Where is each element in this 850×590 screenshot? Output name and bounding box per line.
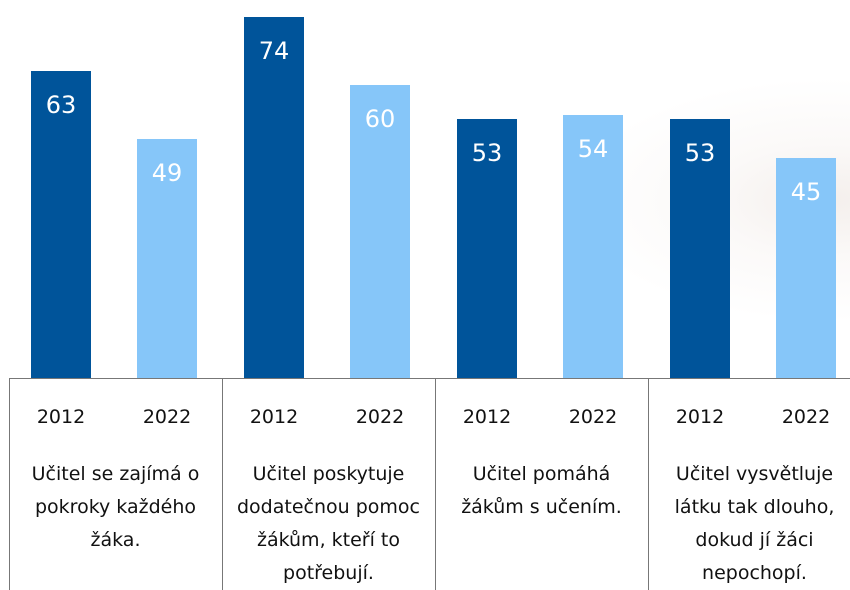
category-label: Učitel vysvětluje látku tak dlouho, doku… <box>674 463 835 584</box>
x-tick-label: 2012 <box>36 406 86 428</box>
category-label: Učitel poskytuje dodatečnou pomoc žákům,… <box>237 463 420 584</box>
x-tick-label: 2012 <box>249 406 299 428</box>
value-label: 54 <box>577 134 609 163</box>
x-tick-label: 2022 <box>142 406 192 428</box>
bar <box>350 85 410 378</box>
x-tick-label: 2012 <box>462 406 512 428</box>
bar <box>31 70 91 378</box>
bar <box>244 17 304 378</box>
category-label: Učitel se zajímá o pokroky každého žáka. <box>31 463 200 551</box>
bar <box>457 119 517 378</box>
value-label: 49 <box>151 158 183 187</box>
value-label: 74 <box>258 37 290 65</box>
value-label: 60 <box>364 105 396 134</box>
bar <box>670 119 730 378</box>
x-tick-label: 2022 <box>568 406 618 428</box>
value-label: 53 <box>471 139 503 168</box>
x-tick-label: 2022 <box>355 406 405 428</box>
value-label: 63 <box>45 90 77 119</box>
group-divider <box>435 378 436 590</box>
baseline <box>9 378 850 379</box>
group-divider <box>9 378 10 590</box>
bar <box>137 138 197 378</box>
x-tick-label: 2012 <box>675 406 725 428</box>
category-label: Učitel pomáhá žákům s učením. <box>461 463 622 518</box>
bar <box>776 158 836 378</box>
value-label: 53 <box>684 139 716 168</box>
group-divider <box>222 378 223 590</box>
value-label: 45 <box>790 178 822 207</box>
bar <box>563 114 623 378</box>
x-tick-label: 2022 <box>781 406 831 428</box>
group-divider <box>648 378 649 590</box>
